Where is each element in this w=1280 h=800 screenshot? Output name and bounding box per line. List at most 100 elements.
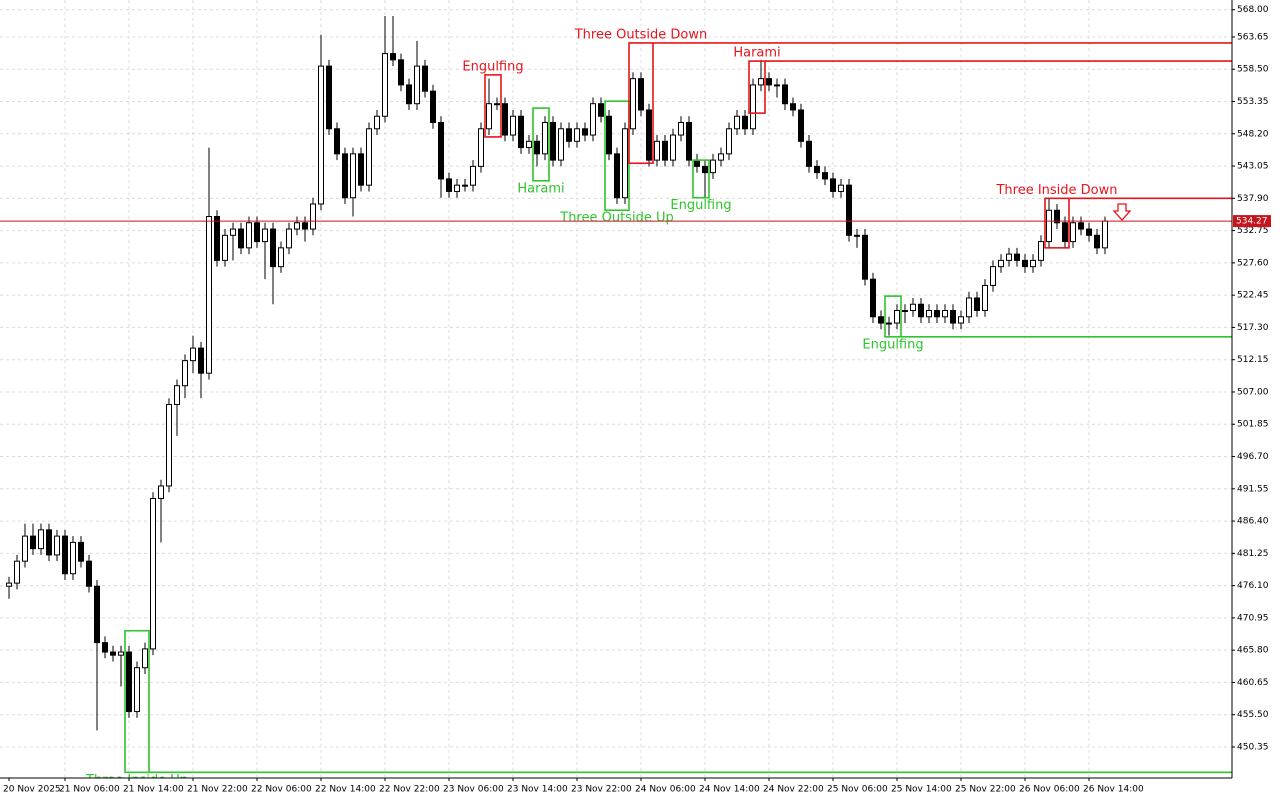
- y-tick-label: 507.00: [1237, 387, 1269, 397]
- candle-body: [446, 178, 452, 192]
- pattern-label: Harami: [517, 181, 564, 196]
- candle-body: [222, 234, 228, 261]
- pattern-box: [884, 295, 902, 338]
- y-tick-label: 553.35: [1237, 97, 1269, 107]
- candle-body: [142, 648, 148, 669]
- candle-body: [790, 103, 796, 111]
- candle-body: [62, 535, 68, 575]
- y-tick-label: 476.10: [1237, 581, 1269, 591]
- candle-body: [718, 153, 724, 161]
- candle-body: [1070, 222, 1076, 243]
- x-tick-label: 20 Nov 2025: [3, 785, 61, 795]
- candle-body: [1006, 253, 1012, 261]
- x-tick-label: 22 Nov 06:00: [251, 785, 312, 795]
- candle-body: [886, 322, 892, 325]
- candle-body: [758, 78, 764, 86]
- candle-body: [526, 140, 532, 149]
- y-tick-label: 491.55: [1237, 484, 1269, 494]
- candle-body: [646, 109, 652, 161]
- candle-body: [30, 535, 36, 550]
- candle-body: [78, 541, 84, 562]
- candle-body: [1038, 241, 1044, 261]
- candle-body: [102, 642, 108, 653]
- x-tick-label: 21 Nov 22:00: [187, 785, 248, 795]
- pattern-box: [692, 159, 710, 199]
- candle-body: [382, 53, 388, 117]
- candle-body: [118, 651, 124, 656]
- candle-body: [998, 259, 1004, 268]
- candle-body: [150, 498, 156, 650]
- candle-body: [398, 59, 404, 86]
- candle-body: [414, 65, 420, 105]
- y-tick-label: 543.05: [1237, 162, 1269, 172]
- candle-body: [806, 140, 812, 167]
- x-tick-label: 25 Nov 14:00: [891, 785, 952, 795]
- candle-body: [14, 560, 20, 584]
- candle-body: [638, 78, 644, 111]
- pattern-label: Engulfing: [462, 59, 523, 74]
- candle-body: [550, 122, 556, 161]
- candle-body: [174, 385, 180, 406]
- candle-body: [870, 278, 876, 318]
- pattern-box: [124, 629, 150, 774]
- x-tick-label: 24 Nov 14:00: [699, 785, 760, 795]
- axes: 568.00 563.65 558.50 553.35 548.20 543.05 537.…: [3, 5, 1271, 795]
- candle-body: [534, 140, 540, 155]
- candle-body: [46, 529, 52, 556]
- candle-body: [238, 228, 244, 249]
- x-tick-label: 21 Nov 06:00: [59, 785, 120, 795]
- candle-body: [958, 316, 964, 324]
- candle-body: [734, 115, 740, 130]
- x-tick-label: 23 Nov 14:00: [507, 785, 568, 795]
- candle-body: [502, 103, 508, 136]
- candle-body: [766, 78, 772, 86]
- y-tick-label: 568.00: [1237, 5, 1269, 15]
- last-price-tag: [1233, 215, 1271, 228]
- pattern-label: Three Outside Up: [559, 211, 673, 226]
- candle-body: [782, 84, 788, 105]
- candle-body: [1086, 228, 1092, 236]
- y-tick-label: 455.50: [1237, 710, 1269, 720]
- candle-body: [462, 184, 468, 187]
- x-tick-label: 21 Nov 14:00: [123, 785, 184, 795]
- candle-body: [510, 115, 516, 136]
- candle-body: [470, 165, 476, 186]
- candle-body: [206, 216, 212, 374]
- candle-body: [126, 651, 132, 713]
- candle-body: [486, 103, 492, 130]
- x-tick-label: 22 Nov 22:00: [379, 785, 440, 795]
- candle-body: [190, 347, 196, 362]
- candle-body: [110, 651, 116, 656]
- y-tick-label: 517.30: [1237, 323, 1269, 333]
- candle-body: [854, 234, 860, 237]
- candle-body: [702, 165, 708, 174]
- candle-body: [350, 153, 356, 199]
- candle-body: [966, 297, 972, 318]
- candle-body: [94, 585, 100, 644]
- x-tick-label: 24 Nov 22:00: [763, 785, 824, 795]
- candle-body: [246, 222, 252, 249]
- candle-body: [686, 122, 692, 161]
- y-tick-label: 481.25: [1237, 549, 1269, 559]
- candle-body: [286, 228, 292, 249]
- pattern-label: Three Outside Down: [574, 27, 708, 42]
- x-tick-label: 26 Nov 06:00: [1019, 785, 1080, 795]
- candle-body: [630, 78, 636, 130]
- candle-body: [670, 134, 676, 161]
- y-tick-label: 548.20: [1237, 129, 1269, 139]
- candle-body: [950, 310, 956, 324]
- candle-body: [310, 203, 316, 230]
- candle-body: [454, 184, 460, 192]
- candle-body: [254, 222, 260, 243]
- pattern-box: [1044, 197, 1070, 249]
- candle-body: [214, 216, 220, 261]
- candle-body: [38, 529, 44, 550]
- candle-body: [894, 310, 900, 324]
- x-tick-label: 25 Nov 06:00: [827, 785, 888, 795]
- x-tick-label: 24 Nov 06:00: [635, 785, 696, 795]
- pattern-box: [532, 107, 550, 182]
- candle-body: [982, 284, 988, 312]
- candle-body: [902, 310, 908, 313]
- x-tick-label: 22 Nov 14:00: [315, 785, 376, 795]
